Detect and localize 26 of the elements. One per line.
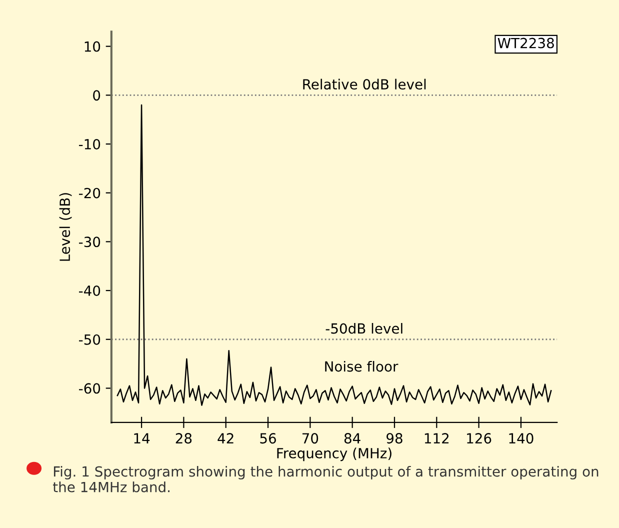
x-tick-label: 112 bbox=[424, 433, 449, 444]
y-tick-label: -10 bbox=[79, 138, 100, 150]
x-tick-label: 28 bbox=[176, 433, 192, 444]
ref-line-label: -50dB level bbox=[326, 323, 402, 334]
annotation: WT2238 bbox=[498, 38, 554, 48]
caption: Fig. 1 Spectrogram showing the harmonic output of a transmitter operating on the 14MHz band. bbox=[52, 466, 598, 492]
y-tick-label: -20 bbox=[79, 188, 100, 198]
x-tick-label: 42 bbox=[218, 433, 234, 444]
y-tick-label: -60 bbox=[79, 383, 100, 394]
y-axis-title: Level (dB) bbox=[59, 193, 72, 261]
y-tick-label: 0 bbox=[93, 90, 100, 101]
x-tick-label: 126 bbox=[467, 433, 492, 444]
ref-line-label: Relative 0dB level bbox=[303, 78, 426, 90]
y-tick-label: 10 bbox=[84, 41, 100, 52]
x-tick-label: 98 bbox=[386, 433, 402, 444]
x-tick-label: 14 bbox=[134, 433, 150, 444]
y-tick-label: -50 bbox=[79, 334, 100, 345]
x-axis-title: Frequency (MHz) bbox=[277, 448, 392, 462]
line-series bbox=[116, 104, 552, 406]
annotation: Noise floor bbox=[325, 360, 398, 372]
y-tick-label: -40 bbox=[79, 286, 100, 296]
x-tick-label: 70 bbox=[302, 433, 318, 444]
x-tick-label: 140 bbox=[509, 433, 534, 444]
y-tick-label: -30 bbox=[79, 236, 100, 248]
x-tick-label: 84 bbox=[344, 433, 360, 444]
x-tick-label: 56 bbox=[260, 433, 276, 444]
